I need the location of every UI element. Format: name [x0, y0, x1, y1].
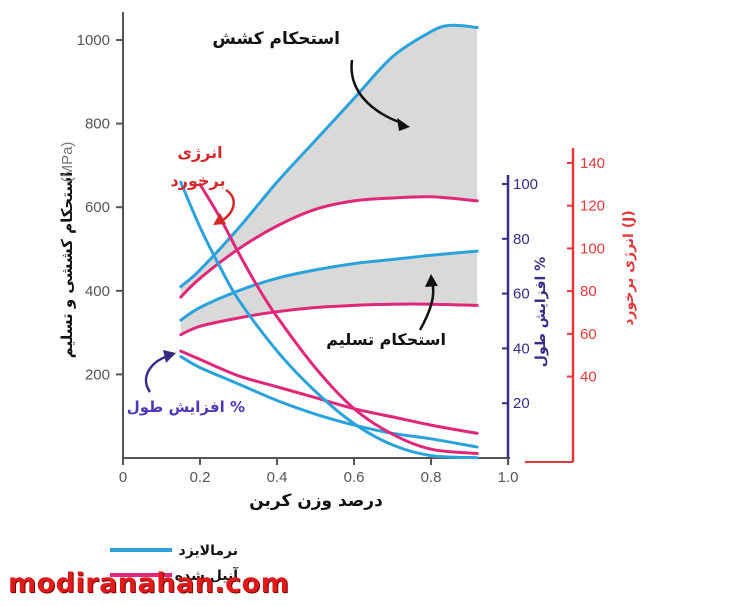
y-left-tick-label: 1000	[77, 32, 110, 49]
annotation-elongation-arrow	[144, 354, 169, 393]
annotation-impact-arrowhead	[213, 213, 226, 225]
series-line-0	[179, 23, 479, 289]
y-impact-tick-label: 120	[580, 198, 605, 215]
y-left-tick-label: 200	[85, 366, 110, 383]
y-axis-left-title: استحکام کششی و تسلیم	[58, 172, 76, 359]
site-watermark: modiranahan.com	[8, 568, 290, 599]
annotation-impact-line2: برخورد	[171, 171, 226, 190]
annotation-tensile-arrow	[350, 59, 405, 126]
y-impact-tick-label: 60	[580, 326, 597, 343]
annotation-tensile: استحکام کشش	[212, 29, 340, 49]
y-axis-elongation-ticks: 20 40 60 80 100	[502, 176, 538, 412]
series-line-1	[179, 195, 479, 299]
y-elongation-tick-label: 80	[513, 231, 530, 248]
x-tick-label: 0.6	[344, 469, 365, 486]
series-line-3	[179, 302, 479, 337]
tensile-strength-band	[180, 25, 478, 298]
annotation-yield: استحکام تسلیم	[326, 330, 446, 349]
y-left-tick-label: 600	[85, 199, 110, 216]
x-tick-label: 1.0	[498, 469, 519, 486]
x-axis-title: درصد وزن کربن	[249, 491, 383, 511]
y-axis-elongation-title: افزایش طول %	[533, 257, 549, 367]
y-impact-tick-label: 40	[580, 369, 597, 386]
annotation-impact-line1: انرژی	[177, 143, 222, 162]
series-line-5	[179, 349, 479, 435]
y-axis-left-unit: (MPa)	[59, 142, 76, 183]
annotation-elongation: افزایش طول %	[127, 398, 245, 416]
y-impact-tick-label: 140	[580, 155, 605, 172]
x-tick-label: 0.4	[267, 469, 288, 486]
y-axis-left-ticks: 200 400 600 800 1000	[77, 32, 123, 383]
y-elongation-tick-label: 60	[513, 286, 530, 303]
series-line-4	[179, 355, 479, 449]
y-elongation-tick-label: 40	[513, 340, 530, 357]
annotation-elongation-arrowhead	[163, 350, 176, 363]
x-tick-label: 0.2	[190, 469, 211, 486]
annotation-impact-arrow	[219, 188, 235, 224]
series-line-6	[179, 180, 479, 460]
x-tick-label: 0	[119, 469, 127, 486]
legend-label-annealed: آنیل شده	[175, 566, 239, 584]
y-impact-tick-label: 80	[580, 283, 597, 300]
x-tick-label: 0.8	[421, 469, 442, 486]
annotation-tensile-arrowhead	[397, 118, 410, 131]
series-line-7	[198, 182, 479, 455]
y-left-tick-label: 400	[85, 283, 110, 300]
y-left-tick-label: 800	[85, 116, 110, 133]
legend-label-normalized: نرمالایزد	[179, 543, 238, 559]
y-impact-tick-label: 100	[580, 240, 605, 257]
y-elongation-tick-label: 20	[513, 395, 530, 412]
series-lines	[179, 23, 479, 460]
y-axis-impact-ticks: 40 60 80 100 120 140	[567, 155, 605, 386]
y-elongation-tick-label: 100	[513, 176, 538, 193]
annotation-yield-arrowhead	[425, 274, 438, 287]
y-axis-impact-title: انرژی برخورد (J)	[621, 210, 637, 326]
x-axis-ticks: 0 0.2 0.4 0.6 0.8 1.0	[119, 458, 519, 486]
series-line-2	[179, 249, 479, 322]
